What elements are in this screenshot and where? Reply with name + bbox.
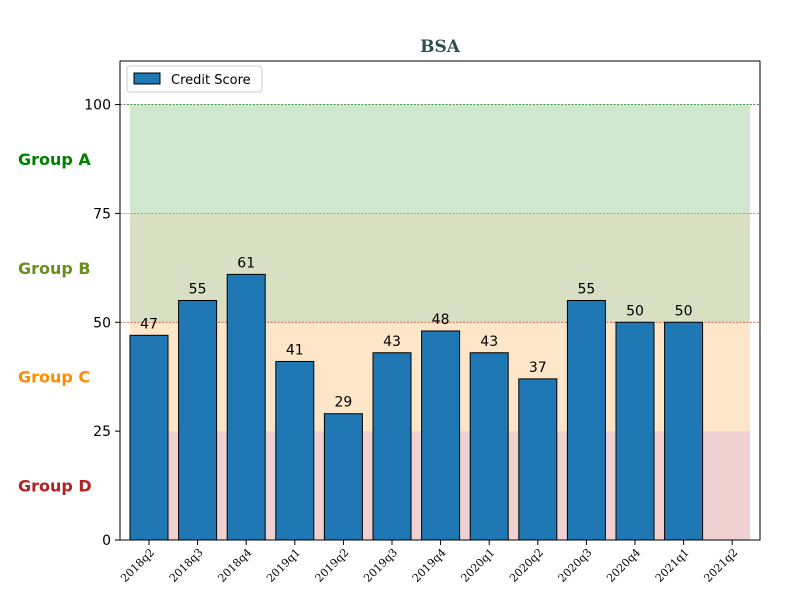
y-axis: 0 25 50 75 100 <box>84 98 120 549</box>
x-tick-label: 2019q1 <box>264 546 303 585</box>
x-tick-label: 2020q2 <box>507 546 546 585</box>
bar <box>275 360 315 541</box>
x-tick-label: 2021q1 <box>653 546 692 585</box>
band-group-b <box>130 213 750 323</box>
bar-value-labels: 47 55 61 41 29 43 48 43 37 55 50 50 <box>140 255 692 410</box>
bar-value-label: 43 <box>383 334 401 350</box>
bar <box>518 378 558 541</box>
bar-value-label: 50 <box>675 303 693 319</box>
bar <box>566 300 606 541</box>
x-tick-label: 2019q3 <box>361 546 400 585</box>
group-label: Group B <box>18 259 91 278</box>
x-tick-label: 2018q2 <box>118 546 157 585</box>
bar-value-label: 43 <box>480 334 498 350</box>
bar <box>664 321 704 541</box>
bar-value-label: 37 <box>529 360 547 376</box>
y-tick-label: 75 <box>93 206 111 222</box>
y-tick-label: 0 <box>102 533 111 549</box>
y-tick-label: 100 <box>84 98 111 114</box>
x-tick-label: 2019q2 <box>313 546 352 585</box>
bar <box>226 273 266 541</box>
y-tick-label: 25 <box>93 424 111 440</box>
legend-swatch <box>133 72 161 85</box>
group-label: Group C <box>18 368 90 387</box>
bar-value-label: 48 <box>432 312 450 328</box>
legend-label: Credit Score <box>171 73 251 88</box>
bar-value-label: 41 <box>286 342 304 358</box>
bar <box>372 352 412 541</box>
bars <box>129 273 704 541</box>
chart-title: BSA <box>420 37 461 57</box>
bar <box>615 321 655 541</box>
bar-value-label: 55 <box>189 282 207 298</box>
bar <box>178 300 218 541</box>
x-axis: 2018q2 2018q3 2018q4 2019q1 2019q2 2019q3 2019… <box>118 540 740 585</box>
bar-value-label: 55 <box>577 282 595 298</box>
legend: Credit Score <box>126 65 263 93</box>
bar <box>129 334 169 541</box>
group-label: Group D <box>18 477 92 496</box>
x-tick-label: 2019q4 <box>410 546 449 585</box>
x-tick-label: 2018q4 <box>215 546 254 585</box>
bar <box>323 413 363 541</box>
plot-frame <box>119 60 761 541</box>
bar-value-label: 47 <box>140 316 158 332</box>
group-labels: Group A Group B Group C Group D <box>18 150 92 496</box>
x-tick-label: 2020q4 <box>604 546 643 585</box>
x-tick-label: 2021q2 <box>701 546 740 585</box>
x-tick-label: 2018q3 <box>167 546 206 585</box>
bar-value-label: 29 <box>334 395 352 411</box>
bar-value-label: 50 <box>626 303 644 319</box>
group-label: Group A <box>18 150 91 169</box>
y-tick-label: 50 <box>93 315 111 331</box>
band-group-a <box>130 104 750 214</box>
bar <box>469 352 509 541</box>
bar-value-label: 61 <box>237 255 255 271</box>
bar <box>421 330 461 541</box>
legend-frame <box>126 65 263 93</box>
x-tick-label: 2020q1 <box>458 546 497 585</box>
x-tick-label: 2020q3 <box>556 546 595 585</box>
